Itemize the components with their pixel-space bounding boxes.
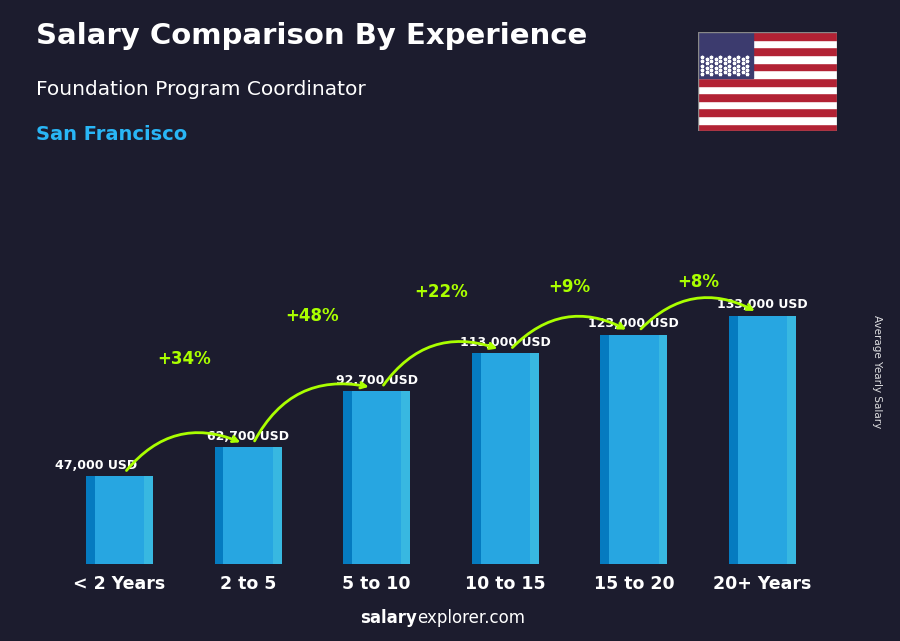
Bar xyxy=(86,476,94,564)
Bar xyxy=(530,353,539,564)
Text: +8%: +8% xyxy=(677,273,719,291)
Bar xyxy=(698,71,837,78)
Text: 113,000 USD: 113,000 USD xyxy=(460,336,551,349)
Text: Average Yearly Salary: Average Yearly Salary xyxy=(872,315,883,428)
Text: salary: salary xyxy=(360,609,417,627)
Bar xyxy=(698,124,837,131)
Text: +9%: +9% xyxy=(548,278,590,296)
Bar xyxy=(144,476,153,564)
Text: San Francisco: San Francisco xyxy=(36,125,187,144)
Text: explorer.com: explorer.com xyxy=(417,609,525,627)
Text: +34%: +34% xyxy=(157,350,211,368)
Bar xyxy=(215,447,223,564)
Bar xyxy=(343,391,352,564)
Text: +48%: +48% xyxy=(285,308,339,326)
Bar xyxy=(600,335,609,564)
Bar xyxy=(698,116,837,124)
Text: 133,000 USD: 133,000 USD xyxy=(717,299,807,312)
Text: 62,700 USD: 62,700 USD xyxy=(207,429,289,443)
Bar xyxy=(698,85,837,93)
Bar xyxy=(698,93,837,101)
Bar xyxy=(472,353,481,564)
Bar xyxy=(698,78,837,85)
Text: Foundation Program Coordinator: Foundation Program Coordinator xyxy=(36,80,365,99)
Bar xyxy=(698,63,837,71)
Bar xyxy=(698,101,837,108)
Bar xyxy=(788,316,796,564)
Bar xyxy=(729,316,796,564)
Bar xyxy=(698,55,837,63)
Text: 47,000 USD: 47,000 USD xyxy=(56,459,138,472)
Bar xyxy=(600,335,667,564)
Bar xyxy=(343,391,410,564)
Text: Salary Comparison By Experience: Salary Comparison By Experience xyxy=(36,22,587,51)
Bar xyxy=(472,353,539,564)
Bar xyxy=(401,391,410,564)
Bar xyxy=(698,47,837,55)
Bar xyxy=(698,32,753,78)
Bar xyxy=(659,335,667,564)
Text: +22%: +22% xyxy=(414,283,468,301)
Bar xyxy=(215,447,282,564)
Bar xyxy=(86,476,153,564)
Bar xyxy=(273,447,282,564)
Text: 123,000 USD: 123,000 USD xyxy=(589,317,680,330)
Bar xyxy=(698,108,837,116)
Text: 92,700 USD: 92,700 USD xyxy=(336,374,418,387)
Bar xyxy=(698,32,837,40)
Bar xyxy=(729,316,738,564)
Bar xyxy=(698,40,837,47)
